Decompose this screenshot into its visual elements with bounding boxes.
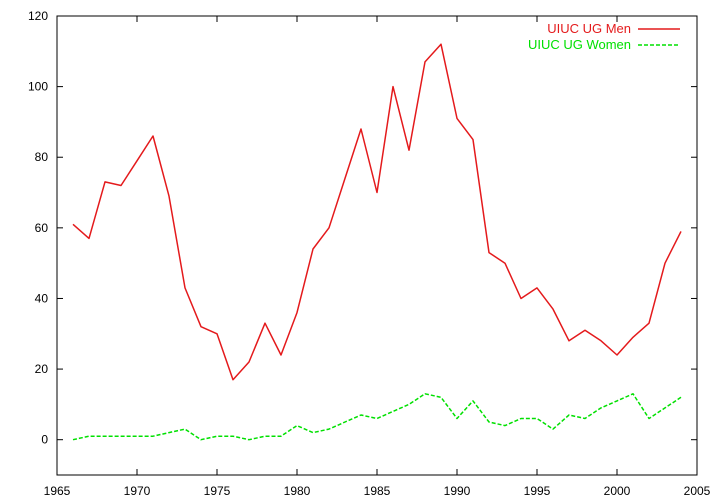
x-tick-label: 1975	[204, 484, 231, 498]
y-tick-label: 100	[28, 80, 48, 94]
legend-label-women: UIUC UG Women	[528, 37, 631, 52]
legend-label-men: UIUC UG Men	[547, 21, 631, 36]
series-lines	[72, 43, 682, 441]
y-tick-label: 120	[28, 9, 48, 23]
x-tick-label: 1995	[524, 484, 551, 498]
series-line-1	[72, 393, 682, 441]
x-tick-label: 1965	[44, 484, 71, 498]
y-tick-label: 60	[35, 221, 49, 235]
x-tick-label: 2005	[684, 484, 711, 498]
legend: UIUC UG Men UIUC UG Women	[528, 21, 680, 52]
y-tick-label: 0	[41, 433, 48, 447]
x-tick-label: 1990	[444, 484, 471, 498]
axis-ticks: 1965 1970 1975 1980 1985 1990 1995 2000 2005 0 20 4…	[28, 9, 711, 498]
y-tick-label: 40	[35, 291, 49, 305]
y-tick-label: 20	[35, 362, 49, 376]
x-tick-label: 1985	[364, 484, 391, 498]
plot-frame	[56, 15, 698, 476]
x-tick-label: 1970	[124, 484, 151, 498]
series-line-0	[72, 43, 682, 381]
y-tick-label: 80	[35, 150, 49, 164]
x-tick-label: 2000	[604, 484, 631, 498]
x-tick-label: 1980	[284, 484, 311, 498]
